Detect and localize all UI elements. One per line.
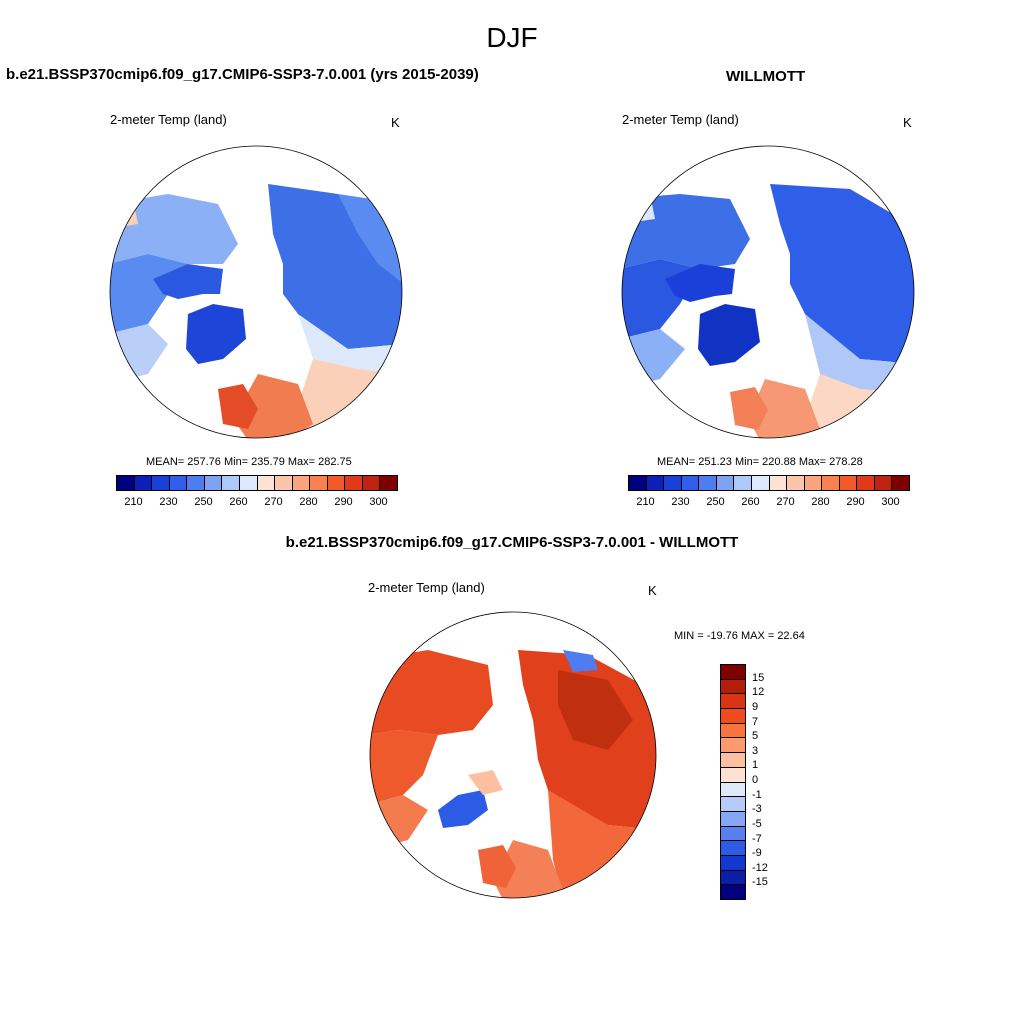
colorbar-swatch — [721, 753, 745, 768]
colorbar-swatch — [721, 679, 745, 695]
colorbar-tick-label: 290 — [846, 496, 865, 508]
colorbar-tick-label: 300 — [881, 496, 900, 508]
colorbar-tick-label: 5 — [752, 730, 759, 743]
panel-1-colorbar — [116, 475, 398, 491]
colorbar-tick-label: 250 — [194, 496, 213, 508]
colorbar-swatch — [345, 476, 363, 490]
colorbar-swatch — [787, 476, 805, 490]
colorbar-swatch — [721, 811, 745, 827]
panel-1-stats: MEAN= 257.76 Min= 235.79 Max= 282.75 — [146, 456, 352, 468]
colorbar-tick-label: 290 — [334, 496, 353, 508]
colorbar-swatch — [134, 476, 153, 490]
colorbar-tick-label: -12 — [752, 861, 768, 874]
colorbar-tick-label: 300 — [369, 496, 388, 508]
colorbar-tick-label: 15 — [752, 671, 765, 684]
colorbar-swatch — [721, 841, 745, 856]
colorbar-swatch — [804, 476, 823, 490]
panel-1-units: K — [391, 115, 400, 130]
colorbar-tick-label: 280 — [811, 496, 830, 508]
colorbar-swatch — [721, 694, 745, 710]
panel-1-polar-map — [109, 145, 403, 439]
panel-2-field-label: 2-meter Temp (land) — [622, 112, 739, 127]
colorbar-swatch — [681, 476, 700, 490]
colorbar-swatch — [721, 709, 745, 724]
colorbar-tick-label: -3 — [752, 803, 762, 816]
colorbar-swatch — [292, 476, 311, 490]
colorbar-swatch — [721, 665, 745, 680]
panel-1-field-label: 2-meter Temp (land) — [110, 112, 227, 127]
panel-2-stats: MEAN= 251.23 Min= 220.88 Max= 278.28 — [657, 456, 863, 468]
colorbar-swatch — [327, 476, 346, 490]
colorbar-swatch — [380, 476, 397, 490]
colorbar-swatch — [721, 738, 745, 754]
colorbar-swatch — [187, 476, 205, 490]
colorbar-swatch — [721, 797, 745, 812]
colorbar-swatch — [169, 476, 188, 490]
colorbar-tick-label: 270 — [776, 496, 795, 508]
colorbar-tick-label: 270 — [264, 496, 283, 508]
colorbar-swatch — [839, 476, 858, 490]
colorbar-swatch — [721, 782, 745, 798]
colorbar-swatch — [822, 476, 840, 490]
colorbar-tick-label: 260 — [741, 496, 760, 508]
colorbar-tick-label: -9 — [752, 847, 762, 860]
colorbar-swatch — [310, 476, 328, 490]
colorbar-tick-label: 0 — [752, 774, 759, 786]
colorbar-swatch — [721, 885, 745, 899]
colorbar-tick-label: 230 — [159, 496, 178, 508]
colorbar-tick-label: 280 — [299, 496, 318, 508]
colorbar-swatch — [275, 476, 293, 490]
colorbar-swatch — [716, 476, 735, 490]
colorbar-swatch — [362, 476, 381, 490]
colorbar-swatch — [646, 476, 665, 490]
colorbar-swatch — [874, 476, 893, 490]
colorbar-swatch — [751, 476, 770, 490]
colorbar-tick-label: 9 — [752, 700, 759, 713]
colorbar-tick-label: -15 — [752, 876, 768, 889]
panel-2-colorbar — [628, 475, 910, 491]
colorbar-swatch — [239, 476, 258, 490]
panel-2-units: K — [903, 115, 912, 130]
panel-3-colorbar — [720, 664, 746, 900]
colorbar-swatch — [222, 476, 240, 490]
colorbar-tick-label: 250 — [706, 496, 725, 508]
colorbar-tick-label: -7 — [752, 832, 762, 845]
colorbar-swatch — [857, 476, 875, 490]
colorbar-tick-label: 260 — [229, 496, 248, 508]
colorbar-swatch — [734, 476, 752, 490]
colorbar-swatch — [892, 476, 909, 490]
colorbar-swatch — [721, 855, 745, 871]
colorbar-swatch — [769, 476, 788, 490]
colorbar-tick-label: 210 — [636, 496, 655, 508]
panel-2-title: WILLMOTT — [726, 68, 806, 85]
colorbar-tick-label: 230 — [671, 496, 690, 508]
colorbar-tick-label: 7 — [752, 715, 759, 728]
colorbar-tick-label: 3 — [752, 744, 759, 757]
panel-3-title: b.e21.BSSP370cmip6.f09_g17.CMIP6-SSP3-7.… — [285, 534, 739, 551]
panel-3-stats: MIN = -19.76 MAX = 22.64 — [674, 630, 805, 642]
panel-2-polar-map — [621, 145, 915, 439]
colorbar-tick-label: 12 — [752, 686, 765, 699]
colorbar-swatch — [152, 476, 170, 490]
colorbar-swatch — [721, 723, 745, 739]
panel-3-units: K — [648, 583, 657, 598]
colorbar-swatch — [721, 767, 745, 783]
panel-3-polar-map — [369, 611, 657, 899]
colorbar-swatch — [664, 476, 682, 490]
colorbar-tick-label: 1 — [752, 759, 759, 772]
colorbar-swatch — [721, 870, 745, 886]
colorbar-tick-label: -1 — [752, 788, 762, 801]
colorbar-swatch — [721, 826, 745, 842]
panel-3-field-label: 2-meter Temp (land) — [368, 580, 485, 595]
colorbar-swatch — [699, 476, 717, 490]
panel-1-title: b.e21.BSSP370cmip6.f09_g17.CMIP6-SSP3-7.… — [6, 66, 479, 83]
figure-title: DJF — [486, 22, 538, 53]
colorbar-swatch — [629, 476, 647, 490]
colorbar-swatch — [204, 476, 223, 490]
colorbar-tick-label: -5 — [752, 817, 762, 830]
colorbar-swatch — [117, 476, 135, 490]
colorbar-tick-label: 210 — [124, 496, 143, 508]
colorbar-swatch — [257, 476, 276, 490]
